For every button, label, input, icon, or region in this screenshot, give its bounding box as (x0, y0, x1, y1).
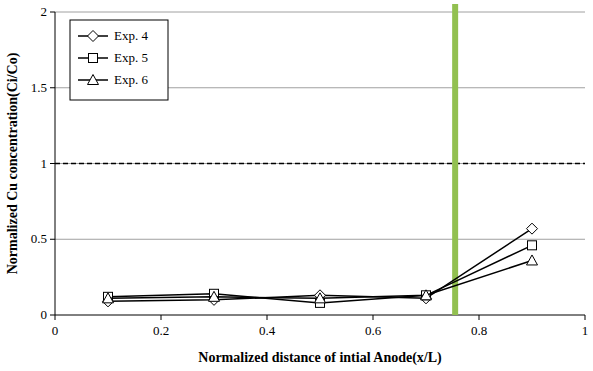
grid-line (55, 163, 585, 164)
y-axis-label: Normalized Cu concentration(Ci/Co) (5, 52, 21, 274)
x-tick (267, 315, 268, 320)
x-tick-label: 1 (582, 323, 589, 338)
y-tick (50, 87, 55, 88)
series-line (108, 245, 532, 303)
chart: 0 0.5 1 1.5 2 0 0.2 0.4 0.6 0.8 1 Exp. 4 Exp. 5 Exp. … (0, 0, 593, 371)
x-tick-label: 0 (52, 323, 59, 338)
y-tick-label: 2 (41, 4, 48, 19)
data-point (421, 290, 432, 300)
x-tick (161, 315, 162, 320)
x-axis-label: Normalized distance of intial Anode(x/L) (198, 350, 442, 366)
data-point (527, 255, 538, 265)
x-tick-label: 0.4 (259, 323, 276, 338)
data-point (527, 223, 538, 234)
x-tick (373, 315, 374, 320)
data-point (315, 293, 326, 303)
grid-line (55, 12, 585, 13)
data-point (103, 293, 114, 303)
y-tick (50, 239, 55, 240)
x-axis (55, 315, 585, 316)
y-tick-label: 0 (41, 307, 48, 322)
data-point (528, 241, 537, 250)
legend-marker (88, 75, 99, 85)
x-tick-label: 0.8 (471, 323, 487, 338)
legend-box (70, 20, 168, 100)
x-tick-label: 0.6 (365, 323, 382, 338)
plot-area (55, 4, 585, 315)
series-line (108, 229, 532, 302)
legend-marker (88, 31, 99, 42)
y-tick (50, 163, 55, 164)
legend-label: Exp. 5 (114, 50, 148, 65)
reference-hline (55, 163, 585, 164)
grid-line (55, 239, 585, 240)
y-tick (50, 12, 55, 13)
x-tick (585, 315, 586, 320)
legend-marker (89, 54, 98, 63)
y-tick-label: 0.5 (31, 231, 47, 246)
data-point (209, 291, 220, 301)
data-point (422, 291, 431, 300)
x-tick (55, 315, 56, 320)
x-tick (479, 315, 480, 320)
x-tick-label: 0.2 (153, 323, 169, 338)
reference-vline (452, 4, 458, 315)
legend-label: Exp. 4 (114, 28, 148, 43)
legend-label: Exp. 6 (114, 72, 148, 87)
y-tick-label: 1 (41, 156, 48, 171)
y-tick-label: 1.5 (31, 80, 47, 95)
y-tick (50, 315, 55, 316)
